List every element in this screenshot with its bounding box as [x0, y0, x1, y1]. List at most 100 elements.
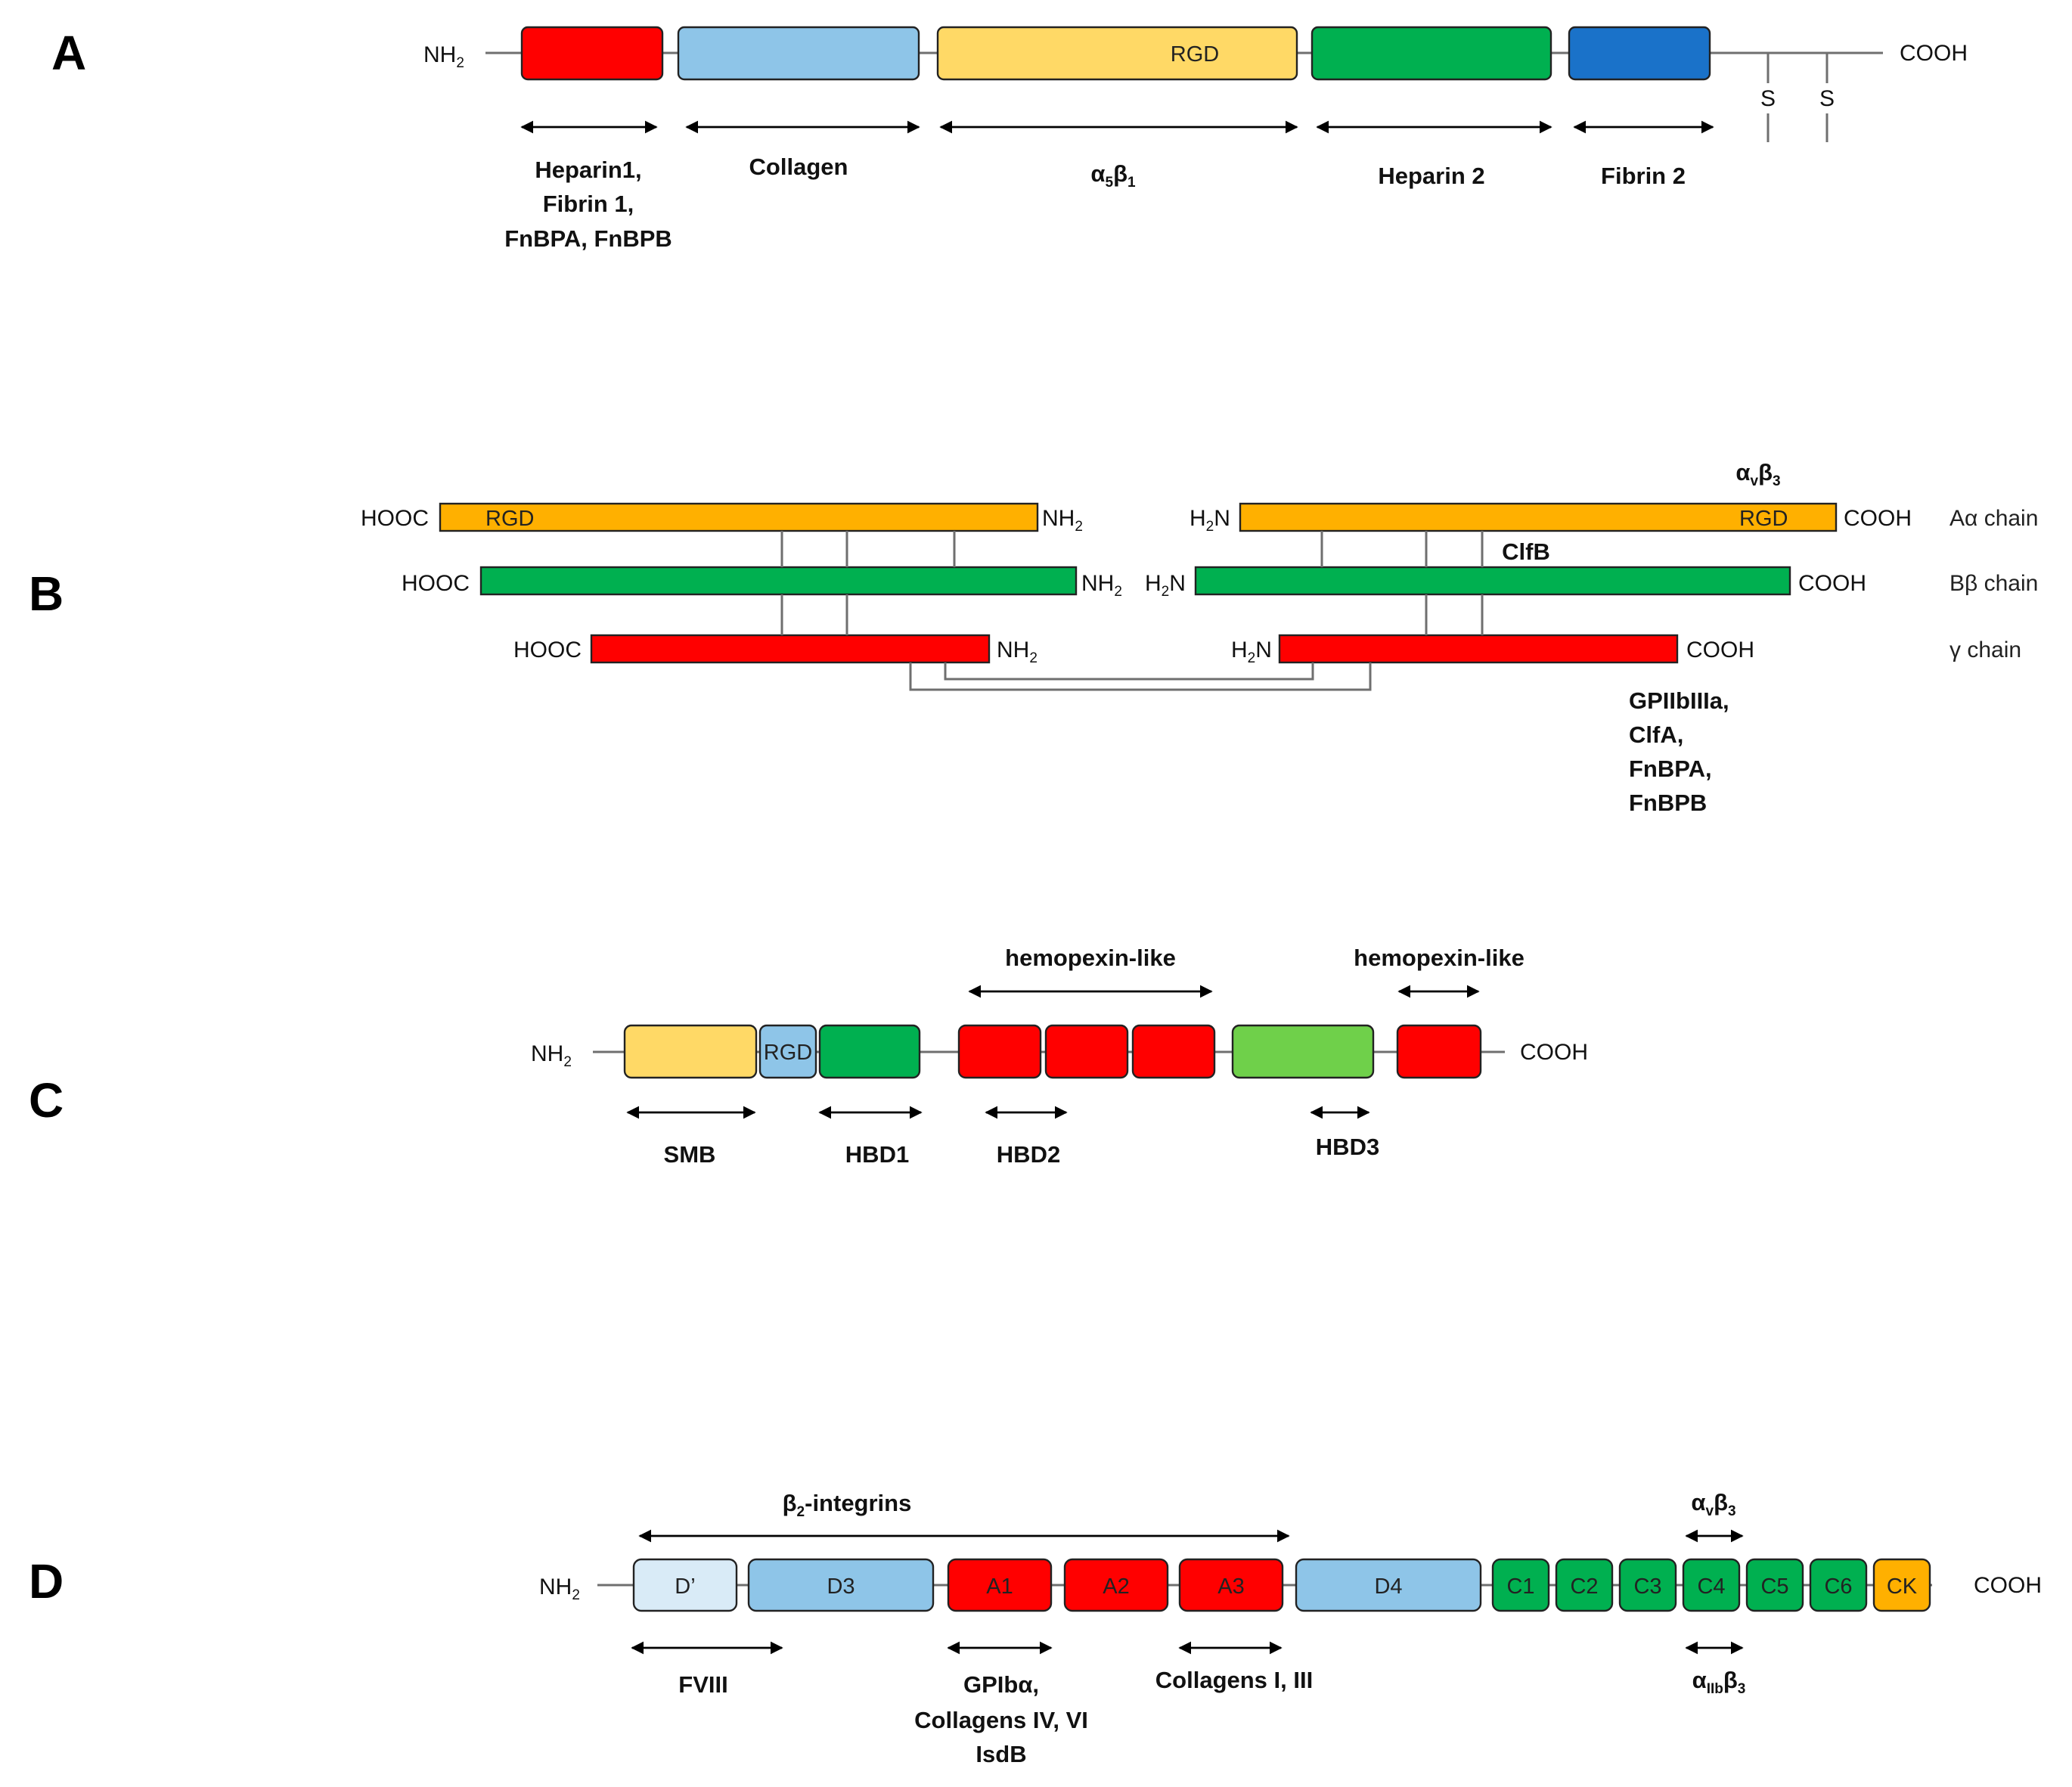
nh2-terminus-label: NH2	[531, 1041, 572, 1070]
domain-label-12: C6	[1824, 1574, 1852, 1599]
interchain-connectors	[780, 531, 1484, 691]
gamma-chain-left	[590, 634, 991, 664]
label-integrin-aiibb3: αIIbβ3	[1692, 1667, 1746, 1697]
label-gpib-line1: GPIbα,	[963, 1671, 1039, 1698]
sulfur-label-1: S	[1760, 86, 1776, 111]
a-alpha-left-hooc: HOOC	[361, 506, 429, 531]
domain-box-11	[1745, 1558, 1804, 1612]
rgd-motif-label: RGD	[1171, 42, 1219, 67]
b-beta-chain-label: Bβ chain	[1949, 571, 2038, 596]
rgd-left-label: RGD	[485, 507, 534, 531]
domain-box-12	[1809, 1558, 1868, 1612]
domain-heparin1	[520, 26, 664, 81]
rgd-motif-label: RGD	[764, 1041, 812, 1065]
panel-b: B αvβ3 HOOC RGD NH2 H2N RGD COOH Aα chai…	[29, 459, 2038, 816]
domain-label-5: A3	[1217, 1574, 1244, 1599]
domain-rgd	[758, 1024, 817, 1079]
domain-label-6: D4	[1374, 1574, 1402, 1599]
cooh-terminus-label: COOH	[1974, 1573, 2042, 1598]
sulfur-label-2: S	[1819, 86, 1835, 111]
gamma-left-hooc: HOOC	[513, 638, 582, 662]
label-gamma-binder-2: ClfA,	[1629, 721, 1683, 748]
label-smb: SMB	[664, 1141, 716, 1168]
domain-box-3	[947, 1558, 1053, 1612]
domain-label-8: C2	[1570, 1574, 1598, 1599]
gamma-chain-right	[1278, 634, 1679, 664]
domain-box-6	[1295, 1558, 1482, 1612]
domain-label-2: D3	[827, 1574, 855, 1599]
nh2-terminus-label: NH2	[539, 1574, 580, 1603]
a-alpha-chain-label: Aα chain	[1949, 506, 2038, 531]
domain-hemopexin-3	[1131, 1024, 1216, 1079]
panel-label-d: D	[29, 1554, 64, 1609]
domain-cell-binding	[936, 26, 1298, 81]
domain-label-11: C5	[1760, 1574, 1788, 1599]
gamma-left-nh2: NH2	[997, 638, 1038, 666]
gamma-chain-label: γ chain	[1949, 638, 2021, 662]
label-fibrin2: Fibrin 2	[1601, 163, 1686, 189]
label-fviii: FVIII	[678, 1671, 727, 1698]
domain-box-1	[632, 1558, 738, 1612]
domain-row: D’ D3 A1 A2 A3 D4 C1 C2 C3 C4 C5 C6 CK	[632, 1558, 1931, 1612]
domain-box-8	[1555, 1558, 1614, 1612]
label-hbd1: HBD1	[845, 1141, 909, 1168]
b-beta-left-nh2: NH2	[1081, 571, 1122, 600]
label-hbd2: HBD2	[997, 1141, 1060, 1168]
a-alpha-right-cooh: COOH	[1844, 506, 1912, 531]
domain-heparin2	[1311, 26, 1552, 81]
label-heparin1-line3: FnBPA, FnBPB	[504, 225, 672, 252]
label-gamma-binder-1: GPIIbIIIa,	[1629, 687, 1729, 714]
panel-a: A NH2 RGD COOH S S Heparin1, Fibrin 1, F…	[51, 26, 1968, 252]
label-gpib-line3: IsdB	[976, 1741, 1026, 1767]
label-gamma-binder-4: FnBPB	[1629, 790, 1707, 816]
domain-linker	[1231, 1024, 1375, 1079]
domain-smb	[623, 1024, 758, 1079]
a-alpha-right-h2n: H2N	[1190, 506, 1230, 535]
label-gamma-binder-3: FnBPA,	[1629, 755, 1712, 782]
panel-label-c: C	[29, 1073, 64, 1128]
b-beta-right-h2n: H2N	[1145, 571, 1186, 600]
domain-box-5	[1178, 1558, 1284, 1612]
panel-d: D β2-integrins αvβ3 NH2 D’ D3 A1 A2 A3 D4 C1 C2…	[29, 1489, 2042, 1767]
label-hemopexin-2: hemopexin-like	[1354, 945, 1525, 971]
domain-label-13: CK	[1887, 1574, 1918, 1599]
rgd-right-label: RGD	[1739, 507, 1788, 531]
label-integrin-avb3: αvβ3	[1691, 1489, 1735, 1519]
gamma-right-h2n: H2N	[1231, 638, 1272, 666]
domain-hemopexin-4	[1396, 1024, 1482, 1079]
domain-label-9: C3	[1633, 1574, 1661, 1599]
label-integrin-avb3: αvβ3	[1735, 459, 1780, 489]
a-alpha-left-nh2: NH2	[1042, 506, 1083, 535]
label-heparin1-line1: Heparin1,	[535, 157, 641, 183]
domain-box-13	[1872, 1558, 1931, 1612]
domain-collagen	[677, 26, 920, 81]
b-beta-chain-left	[479, 566, 1078, 596]
domain-box-4	[1063, 1558, 1169, 1612]
cooh-terminus-label: COOH	[1520, 1040, 1588, 1065]
b-beta-left-hooc: HOOC	[402, 571, 470, 596]
a-alpha-chain-right	[1239, 502, 1838, 532]
domain-label-4: A2	[1103, 1574, 1129, 1599]
panel-label-b: B	[29, 566, 64, 621]
domain-box-2	[747, 1558, 935, 1612]
domain-label-1: D’	[675, 1574, 695, 1599]
gamma-right-cooh: COOH	[1686, 638, 1754, 662]
nh2-terminus-label: NH2	[423, 42, 464, 71]
label-gpib-line2: Collagens IV, VI	[914, 1707, 1088, 1733]
b-beta-chain-right	[1194, 566, 1791, 596]
panel-c: C hemopexin-like hemopexin-like NH2 RGD …	[29, 945, 1588, 1168]
domain-label-3: A1	[986, 1574, 1013, 1599]
domain-hemopexin-1	[957, 1024, 1042, 1079]
label-heparin2: Heparin 2	[1378, 163, 1484, 189]
domain-box-9	[1618, 1558, 1677, 1612]
a-alpha-chain-left	[439, 502, 1039, 532]
domain-label-7: C1	[1506, 1574, 1534, 1599]
domain-hemopexin-2	[1044, 1024, 1129, 1079]
label-clfb: ClfB	[1502, 538, 1550, 565]
label-collagens13: Collagens I, III	[1155, 1667, 1313, 1693]
label-integrin-a5b1: α5β1	[1090, 160, 1136, 191]
domain-connecting	[818, 1024, 921, 1079]
label-collagen: Collagen	[749, 154, 848, 180]
label-beta2-integrins: β2-integrins	[783, 1490, 912, 1520]
domain-box-10	[1682, 1558, 1741, 1612]
